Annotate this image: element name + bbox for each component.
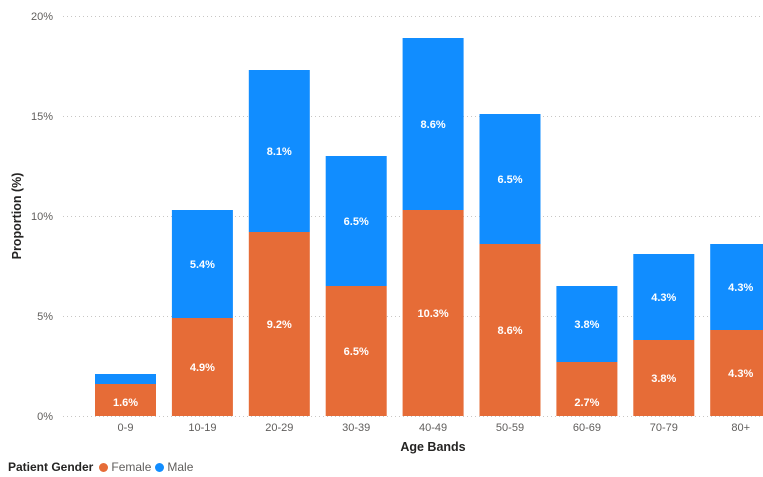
data-label: 6.5% bbox=[344, 216, 369, 228]
x-tick-label: 70-79 bbox=[650, 422, 678, 434]
legend-title: Patient Gender bbox=[8, 460, 94, 474]
data-label: 9.2% bbox=[267, 319, 292, 331]
x-tick-label: 20-29 bbox=[265, 422, 293, 434]
data-label: 4.3% bbox=[728, 282, 753, 294]
y-tick-label: 20% bbox=[31, 11, 53, 23]
bar-male[interactable] bbox=[95, 374, 156, 384]
x-axis-title: Age Bands bbox=[400, 440, 465, 454]
bar-female[interactable] bbox=[248, 232, 310, 416]
bar-male[interactable] bbox=[248, 70, 310, 232]
data-label: 2.7% bbox=[574, 397, 599, 409]
data-label: 1.6% bbox=[113, 397, 138, 409]
bar-male[interactable] bbox=[479, 114, 541, 244]
legend-item-male[interactable]: Male bbox=[155, 460, 193, 474]
bar-female[interactable] bbox=[479, 244, 541, 416]
data-label: 4.3% bbox=[728, 368, 753, 380]
data-label: 6.5% bbox=[344, 346, 369, 358]
y-tick-label: 5% bbox=[37, 311, 53, 323]
bar-male[interactable] bbox=[402, 38, 464, 210]
y-tick-label: 15% bbox=[31, 111, 53, 123]
data-label: 6.5% bbox=[497, 174, 522, 186]
bar-female[interactable] bbox=[95, 384, 156, 416]
bar-female[interactable] bbox=[556, 362, 618, 416]
x-tick-label: 10-19 bbox=[188, 422, 216, 434]
x-tick-label: 80+ bbox=[731, 422, 750, 434]
bar-female[interactable] bbox=[171, 318, 233, 416]
legend-label-male: Male bbox=[167, 460, 194, 474]
x-tick-label: 50-59 bbox=[496, 422, 524, 434]
data-label: 3.8% bbox=[651, 373, 676, 385]
x-axis-ticks: 0-9 10-19 20-29 30-39 40-49 50-59 60-69 70-79 80… bbox=[118, 422, 750, 434]
bars bbox=[95, 38, 763, 416]
y-tick-label: 10% bbox=[31, 211, 53, 223]
bar-male[interactable] bbox=[325, 156, 387, 286]
bar-female[interactable] bbox=[710, 330, 763, 416]
x-tick-label: 30-39 bbox=[342, 422, 370, 434]
bar-female[interactable] bbox=[402, 210, 464, 416]
data-label: 5.4% bbox=[190, 259, 215, 271]
data-label: 4.3% bbox=[651, 292, 676, 304]
legend: Patient Gender Female Male bbox=[8, 460, 197, 474]
y-axis-ticks: 0% 5% 10% 15% 20% bbox=[31, 11, 53, 423]
stacked-bar-chart: 0% 5% 10% 15% 20% 1.6% 4.9% 5.4% 9.2% 8.1% 6.5% 6.… bbox=[10, 11, 763, 454]
x-tick-label: 40-49 bbox=[419, 422, 447, 434]
male-marker-icon bbox=[155, 462, 165, 472]
x-tick-label: 60-69 bbox=[573, 422, 601, 434]
bar-female[interactable] bbox=[633, 340, 695, 416]
x-tick-label: 0-9 bbox=[118, 422, 134, 434]
y-tick-label: 0% bbox=[37, 411, 53, 423]
data-labels: 1.6% 4.9% 5.4% 9.2% 8.1% 6.5% 6.5% 10.3% 8.6% 8.6… bbox=[113, 119, 753, 409]
bar-male[interactable] bbox=[633, 254, 695, 340]
data-label: 8.1% bbox=[267, 146, 292, 158]
bar-male[interactable] bbox=[171, 210, 233, 318]
bar-male[interactable] bbox=[710, 244, 763, 330]
legend-label-female: Female bbox=[111, 460, 152, 474]
data-label: 10.3% bbox=[417, 308, 448, 320]
y-axis-title: Proportion (%) bbox=[10, 173, 24, 260]
bar-female[interactable] bbox=[325, 286, 387, 416]
female-marker-icon bbox=[99, 462, 109, 472]
data-label: 3.8% bbox=[574, 319, 599, 331]
legend-item-female[interactable]: Female bbox=[99, 460, 151, 474]
bar-male[interactable] bbox=[556, 286, 618, 362]
data-label: 8.6% bbox=[421, 119, 446, 131]
data-label: 8.6% bbox=[497, 325, 522, 337]
data-label: 4.9% bbox=[190, 362, 215, 374]
